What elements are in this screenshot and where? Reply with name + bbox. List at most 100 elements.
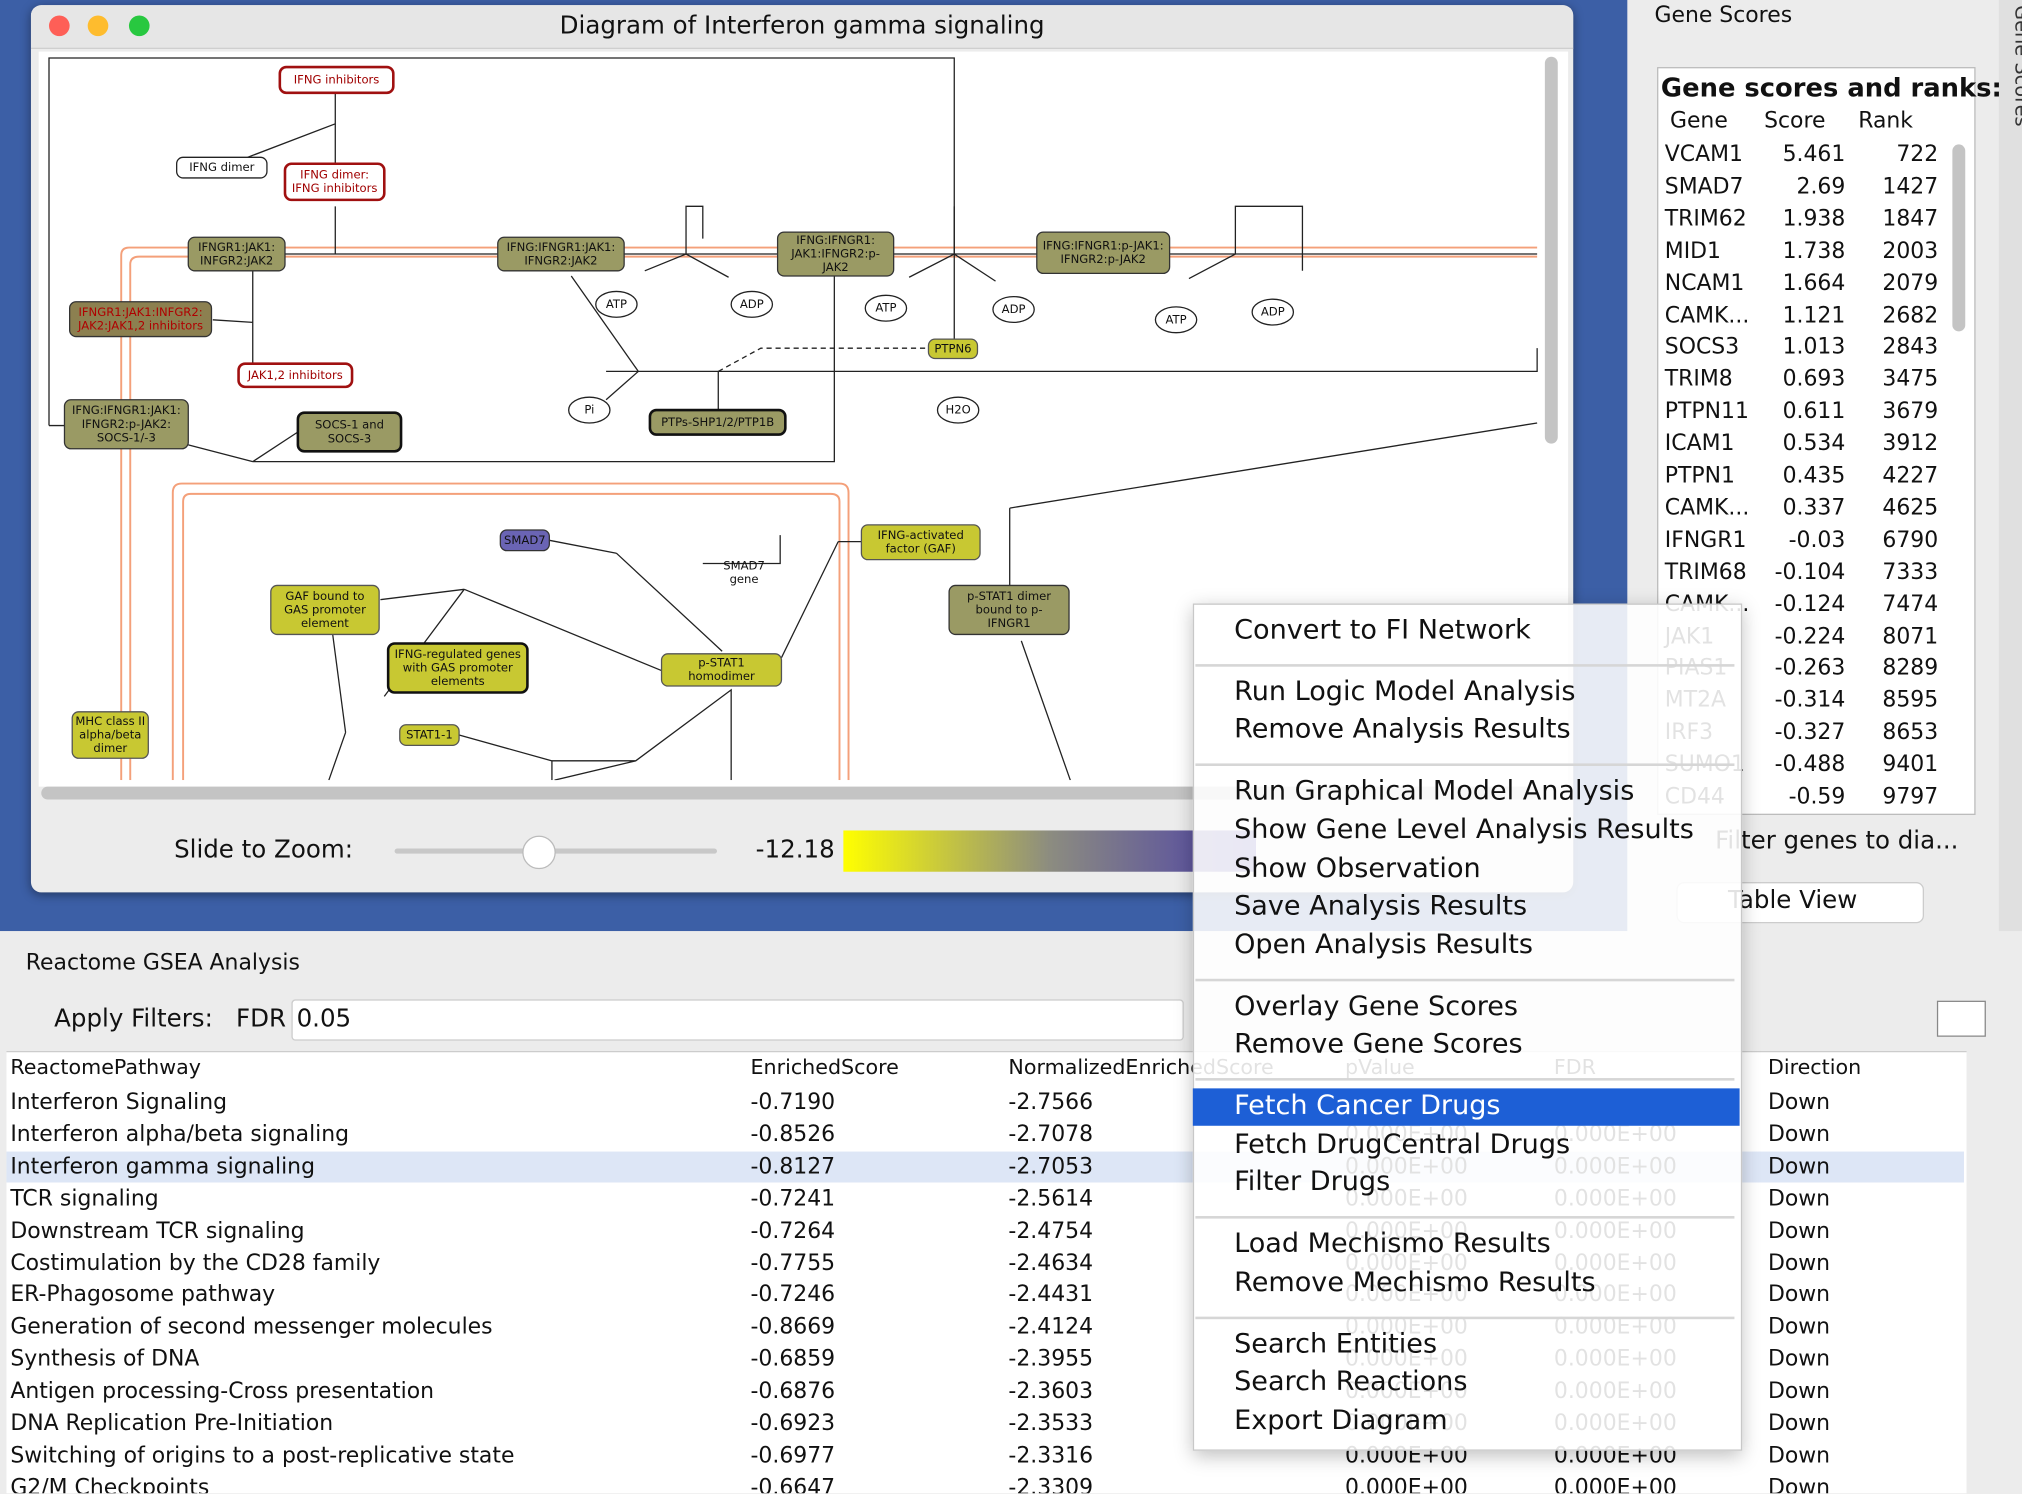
menu-item[interactable]: Search Reactions [1234, 1365, 1468, 1397]
node-label: ADP [740, 297, 764, 311]
node-shape [278, 65, 395, 95]
table-cell: Down [1767, 1282, 1831, 1309]
filter-field-name: FDR [235, 1004, 286, 1033]
gene-name: TRIM8 [1664, 366, 1733, 393]
menu-item[interactable]: Remove Analysis Results [1234, 713, 1571, 745]
clear-button[interactable] [1936, 1000, 1986, 1037]
filter-field[interactable] [291, 999, 1184, 1041]
node-shape [730, 290, 774, 318]
table-cell: Down [1767, 1089, 1831, 1116]
gene-score: -0.314 [1774, 687, 1846, 714]
compartment-line [182, 492, 841, 781]
menu-item[interactable]: Load Mechismo Results [1234, 1227, 1551, 1259]
column-header[interactable]: ReactomePathway [10, 1054, 201, 1080]
table-cell: Down [1767, 1250, 1831, 1276]
node-label: ADP [1002, 302, 1026, 316]
node-label: dimer [93, 741, 127, 755]
edge [188, 270, 1538, 463]
table-cell: Down [1767, 1314, 1831, 1341]
node-label: factor (GAF) [886, 542, 956, 556]
compartment-line [171, 482, 850, 781]
table-cell: -2.7078 [1008, 1121, 1094, 1148]
edge [717, 347, 929, 372]
column-header[interactable]: EnrichedScore [750, 1054, 899, 1080]
node-label: ADP [1261, 305, 1285, 319]
table-cell: TCR signaling [10, 1185, 159, 1212]
node-label: GAF bound to [285, 589, 364, 603]
edge [247, 92, 1538, 255]
menu-item[interactable]: Show Observation [1234, 851, 1481, 883]
menu-item[interactable]: Open Analysis Results [1234, 928, 1534, 960]
node-label: IFNG-regulated genes [395, 647, 521, 661]
context-menu [1192, 603, 1743, 1451]
menu-item[interactable]: Save Analysis Results [1234, 890, 1528, 921]
zoom-track[interactable] [394, 848, 717, 854]
gene-name: SOCS3 [1664, 334, 1740, 361]
gene-rank: 7474 [1882, 591, 1939, 618]
table-view-label[interactable]: Table View [1727, 885, 1858, 915]
node-label: IFNGR2:p-JAK2: [82, 417, 171, 431]
node-label: IFNGR1:JAK1:INFGR2: [78, 305, 202, 319]
node-shape [176, 156, 268, 179]
table-cell: -2.3316 [1008, 1442, 1094, 1469]
table-cell: Switching of origins to a post-replicati… [10, 1442, 515, 1469]
node-label: alpha/beta [79, 728, 141, 742]
gene-name: CAMK... [1664, 302, 1750, 329]
menu-separator [1195, 663, 1735, 667]
gene-score: 1.938 [1782, 206, 1846, 232]
side-strip [1998, 0, 2022, 932]
filter-button[interactable]: Filter genes to dia... [1715, 826, 1959, 855]
minimize-button[interactable] [87, 15, 109, 37]
panel-tab: Gene Scores [1654, 2, 1793, 29]
edge [328, 422, 1538, 781]
node-label: INFGR2:JAK2 [200, 253, 273, 267]
menu-item[interactable]: Remove Mechismo Results [1234, 1266, 1596, 1298]
column-header[interactable]: Direction [1767, 1054, 1862, 1080]
column-header[interactable]: Score [1764, 108, 1826, 135]
menu-item[interactable]: Search Entities [1234, 1327, 1438, 1359]
column-header[interactable]: Gene [1669, 108, 1728, 135]
gene-rank: 7333 [1882, 559, 1939, 586]
menu-item[interactable]: Filter Drugs [1234, 1166, 1391, 1198]
menu-item[interactable]: Remove Gene Scores [1234, 1028, 1523, 1060]
node-label: IFNG:IFNGR1:JAK1: [507, 240, 616, 254]
menu-item[interactable]: Run Graphical Model Analysis [1234, 775, 1635, 807]
node-label: p-STAT1 dimer [967, 589, 1051, 603]
table-cell: Down [1767, 1153, 1831, 1180]
table-cell: -0.6977 [750, 1442, 836, 1469]
menu-item[interactable]: Export Diagram [1234, 1404, 1448, 1436]
menu-separator [1195, 1216, 1735, 1219]
node-label: IFNG:IFNGR1:p-JAK1: [1043, 238, 1164, 252]
filter-value[interactable]: 0.05 [296, 1004, 352, 1033]
gene-rank: 3475 [1882, 366, 1939, 393]
node-label: SOCS-1/-3 [97, 430, 156, 444]
menu-item[interactable]: Fetch Cancer Drugs [1234, 1089, 1501, 1121]
menu-item[interactable]: Run Logic Model Analysis [1234, 675, 1576, 707]
menu-item[interactable]: Fetch DrugCentral Drugs [1234, 1127, 1571, 1159]
table-cell: -2.3955 [1008, 1346, 1094, 1373]
gene-scroll[interactable] [1952, 144, 1966, 332]
gene-rank: 2003 [1882, 238, 1939, 264]
node-label: IFNG:IFNGR1: [796, 233, 875, 247]
zoom-button[interactable] [128, 15, 150, 37]
table-cell: -0.8127 [750, 1153, 836, 1180]
table-cell: -2.3533 [1008, 1410, 1094, 1437]
v-scrollbar[interactable] [1544, 56, 1558, 444]
column-header[interactable]: Rank [1858, 108, 1914, 135]
gene-name: CAMK... [1664, 495, 1750, 521]
gene-name: PTPN1 [1664, 462, 1735, 489]
side-tab[interactable]: Gene Scores [2010, 5, 2022, 127]
gene-rank: 3679 [1882, 398, 1939, 425]
edge [48, 57, 955, 427]
table-cell: -2.4124 [1008, 1314, 1094, 1341]
panel-tab[interactable]: Reactome GSEA Analysis [25, 950, 300, 977]
h-scrollbar[interactable] [41, 786, 1538, 800]
window-title: Diagram of Interferon gamma signaling [559, 11, 1045, 40]
menu-item[interactable]: Overlay Gene Scores [1234, 989, 1519, 1021]
node-label: MHC class II [75, 714, 145, 728]
menu-item[interactable]: Show Gene Level Analysis Results [1234, 813, 1694, 845]
menu-item[interactable]: Convert to FI Network [1234, 613, 1531, 645]
close-button[interactable] [49, 15, 70, 37]
node-shape [296, 411, 403, 453]
zoom-thumb[interactable] [522, 835, 556, 870]
